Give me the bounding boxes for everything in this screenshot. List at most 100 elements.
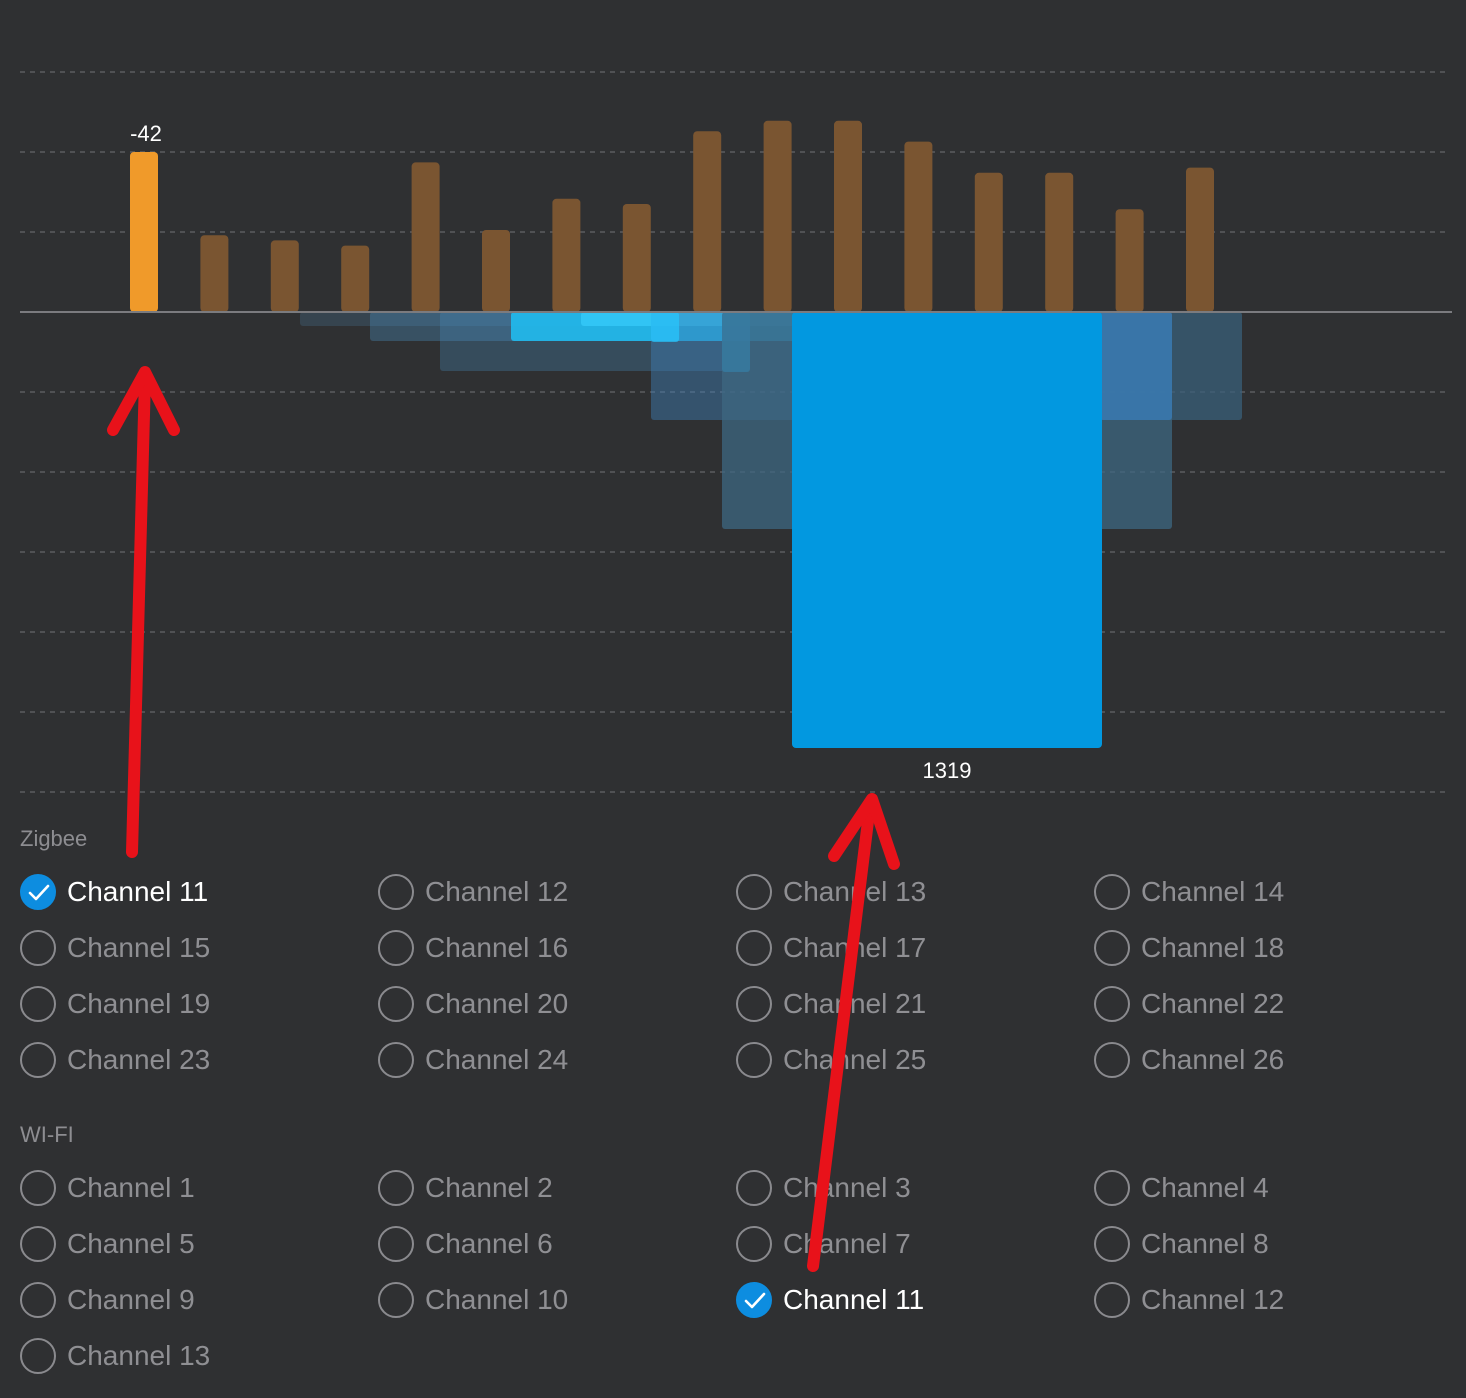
zigbee-bar xyxy=(904,141,933,312)
zigbee-channel-label: Channel 17 xyxy=(783,932,927,963)
wifi-channel-label: Channel 8 xyxy=(1141,1228,1269,1259)
radio-circle-icon[interactable] xyxy=(736,930,772,966)
zigbee-channel-option[interactable]: Channel 11 xyxy=(20,864,378,920)
zigbee-channel-label: Channel 19 xyxy=(67,988,211,1019)
radio-circle-icon[interactable] xyxy=(1094,1170,1130,1206)
zigbee-channel-option[interactable]: Channel 18 xyxy=(1094,920,1452,976)
zigbee-bar xyxy=(1045,172,1074,312)
wifi-channel-label: Channel 9 xyxy=(67,1284,195,1315)
radio-circle-icon[interactable] xyxy=(20,1226,56,1262)
radio-circle-icon[interactable] xyxy=(1094,930,1130,966)
zigbee-channel-option[interactable]: Channel 14 xyxy=(1094,864,1452,920)
zigbee-channel-option[interactable]: Channel 25 xyxy=(736,1032,1094,1088)
wifi-channel-option[interactable]: Channel 7 xyxy=(736,1216,1094,1272)
zigbee-bar xyxy=(552,198,581,312)
radio-circle-icon[interactable] xyxy=(736,986,772,1022)
zigbee-channel-label: Channel 13 xyxy=(783,876,927,907)
radio-circle-icon[interactable] xyxy=(20,930,56,966)
radio-circle-icon[interactable] xyxy=(1094,874,1130,910)
wifi-channel-label: Channel 5 xyxy=(67,1228,195,1259)
radio-circle-icon[interactable] xyxy=(1094,986,1130,1022)
radio-circle-icon[interactable] xyxy=(378,930,414,966)
wifi-channel-option[interactable]: Channel 5 xyxy=(20,1216,378,1272)
zigbee-channel-option[interactable]: Channel 19 xyxy=(20,976,378,1032)
zigbee-channel-option[interactable]: Channel 17 xyxy=(736,920,1094,976)
zigbee-channel-label: Channel 16 xyxy=(425,932,569,963)
zigbee-channel-label: Channel 14 xyxy=(1141,876,1285,907)
wifi-channel-option[interactable]: Channel 2 xyxy=(378,1160,736,1216)
wifi-channel-option[interactable]: Channel 11 xyxy=(736,1272,1094,1328)
radio-circle-icon[interactable] xyxy=(378,1042,414,1078)
checkmark-icon[interactable] xyxy=(20,874,56,910)
radio-circle-icon[interactable] xyxy=(736,1226,772,1262)
wifi-bar-selected xyxy=(792,312,1102,748)
zigbee-channel-grid: Channel 11 Channel 12 Channel 13 Channel 14… xyxy=(20,864,1452,1088)
radio-circle-icon[interactable] xyxy=(378,1282,414,1318)
radio-circle-icon[interactable] xyxy=(378,986,414,1022)
radio-circle-icon[interactable] xyxy=(736,1042,772,1078)
zigbee-bar xyxy=(622,204,651,312)
radio-circle-icon[interactable] xyxy=(20,1042,56,1078)
zigbee-channel-label: Channel 24 xyxy=(425,1044,569,1075)
wifi-channel-label: Channel 4 xyxy=(1141,1172,1269,1203)
zigbee-channel-option[interactable]: Channel 13 xyxy=(736,864,1094,920)
radio-circle-icon[interactable] xyxy=(736,874,772,910)
wifi-channel-option[interactable]: Channel 12 xyxy=(1094,1272,1452,1328)
radio-circle-icon[interactable] xyxy=(20,1282,56,1318)
wifi-channel-option[interactable]: Channel 6 xyxy=(378,1216,736,1272)
zigbee-channel-option[interactable]: Channel 26 xyxy=(1094,1032,1452,1088)
wifi-channel-option[interactable]: Channel 10 xyxy=(378,1272,736,1328)
radio-circle-icon[interactable] xyxy=(20,1170,56,1206)
zigbee-section-title: Zigbee xyxy=(20,826,88,851)
zigbee-channel-option[interactable]: Channel 22 xyxy=(1094,976,1452,1032)
radio-circle-icon[interactable] xyxy=(1094,1282,1130,1318)
zigbee-channel-label: Channel 21 xyxy=(783,988,927,1019)
wifi-bar xyxy=(651,312,679,342)
radio-circle-icon[interactable] xyxy=(378,1226,414,1262)
zigbee-channel-label: Channel 26 xyxy=(1141,1044,1285,1075)
radio-circle-icon[interactable] xyxy=(1094,1226,1130,1262)
checkmark-icon[interactable] xyxy=(736,1282,772,1318)
zigbee-bar xyxy=(200,235,229,312)
radio-circle-icon[interactable] xyxy=(378,1170,414,1206)
radio-circle-icon[interactable] xyxy=(20,1338,56,1374)
zigbee-bar xyxy=(130,152,158,312)
zigbee-channel-option[interactable]: Channel 20 xyxy=(378,976,736,1032)
wifi-channel-label: Channel 10 xyxy=(425,1284,569,1315)
wifi-channel-option[interactable]: Channel 8 xyxy=(1094,1216,1452,1272)
zigbee-bar xyxy=(974,172,1003,312)
zigbee-channel-option[interactable]: Channel 15 xyxy=(20,920,378,976)
zigbee-channel-option[interactable]: Channel 23 xyxy=(20,1032,378,1088)
radio-circle-icon[interactable] xyxy=(736,1170,772,1206)
zigbee-channel-option[interactable]: Channel 21 xyxy=(736,976,1094,1032)
zigbee-channel-label: Channel 12 xyxy=(425,876,569,907)
zigbee-bar xyxy=(270,240,299,312)
wifi-channel-option[interactable]: Channel 4 xyxy=(1094,1160,1452,1216)
zigbee-channel-label: Channel 22 xyxy=(1141,988,1285,1019)
zigbee-bar xyxy=(1115,209,1144,312)
wifi-channel-label: Channel 3 xyxy=(783,1172,911,1203)
wifi-channel-label: Channel 13 xyxy=(67,1340,211,1371)
radio-circle-icon[interactable] xyxy=(20,986,56,1022)
wifi-channel-label: Channel 1 xyxy=(67,1172,195,1203)
zigbee-channel-option[interactable]: Channel 12 xyxy=(378,864,736,920)
zigbee-channel-option[interactable]: Channel 24 xyxy=(378,1032,736,1088)
radio-circle-icon[interactable] xyxy=(1094,1042,1130,1078)
zigbee-channel-option[interactable]: Channel 16 xyxy=(378,920,736,976)
zigbee-bars xyxy=(130,120,1214,312)
wifi-channel-label: Channel 11 xyxy=(783,1284,925,1315)
wifi-bars xyxy=(300,312,1242,748)
zigbee-channel-label: Channel 15 xyxy=(67,932,211,963)
radio-circle-icon[interactable] xyxy=(378,874,414,910)
wifi-channel-option[interactable]: Channel 13 xyxy=(20,1328,378,1384)
zigbee-channel-label: Channel 11 xyxy=(67,876,209,907)
zigbee-bar xyxy=(482,230,510,312)
wifi-channel-option[interactable]: Channel 9 xyxy=(20,1272,378,1328)
channel-chart: -42 1319 xyxy=(20,71,1452,793)
wifi-selected-value-label: 1319 xyxy=(923,758,972,783)
wifi-channel-option[interactable]: Channel 1 xyxy=(20,1160,378,1216)
wifi-channel-option[interactable]: Channel 3 xyxy=(736,1160,1094,1216)
zigbee-bar xyxy=(693,131,722,312)
zigbee-bar xyxy=(763,120,792,312)
zigbee-channel-label: Channel 23 xyxy=(67,1044,211,1075)
